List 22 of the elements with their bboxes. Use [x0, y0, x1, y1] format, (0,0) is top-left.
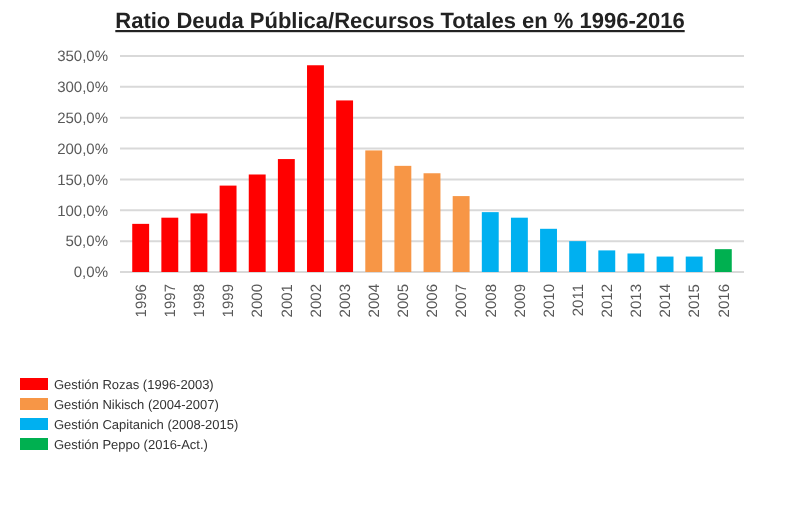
bar — [656, 256, 674, 272]
bar — [336, 100, 354, 272]
bar — [132, 223, 150, 272]
bar — [627, 253, 645, 272]
bar — [598, 250, 616, 272]
bar — [685, 256, 703, 272]
bar — [161, 217, 179, 272]
chart-title: Ratio Deuda Pública/Recursos Totales en % 1996-2016 — [115, 10, 685, 34]
bar — [190, 213, 208, 272]
bar — [394, 165, 412, 272]
bar — [452, 196, 470, 272]
bar — [307, 65, 324, 272]
bar — [423, 173, 441, 272]
bar — [219, 185, 237, 272]
bar — [569, 241, 587, 272]
bar — [277, 159, 295, 272]
bar — [510, 217, 528, 272]
bar — [540, 228, 557, 272]
bar — [481, 212, 499, 272]
bar — [365, 150, 383, 272]
bar — [248, 174, 266, 272]
bar — [714, 249, 732, 272]
